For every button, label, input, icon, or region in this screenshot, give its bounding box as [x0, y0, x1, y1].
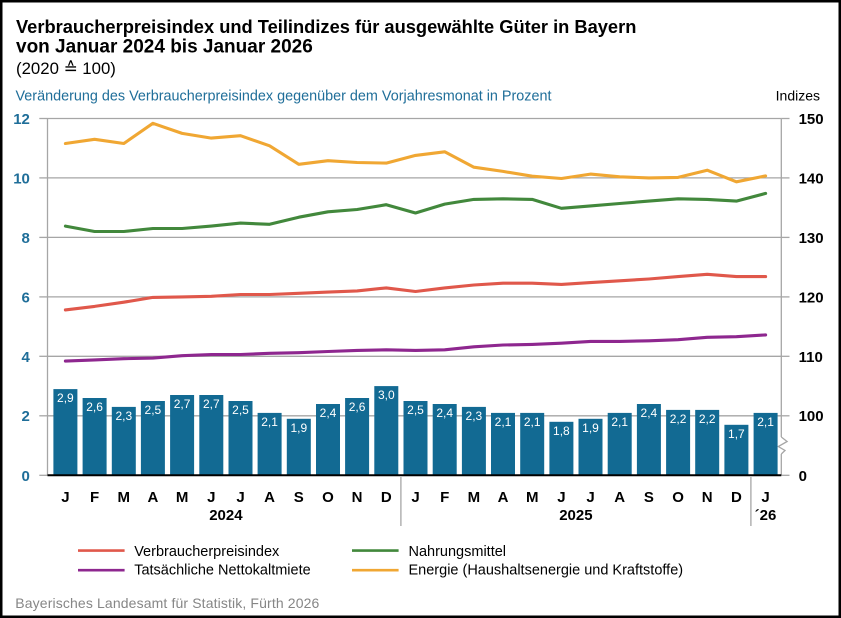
svg-text:0: 0: [799, 468, 807, 485]
svg-text:3,0: 3,0: [378, 388, 395, 402]
svg-text:2,7: 2,7: [174, 397, 191, 411]
svg-text:2,9: 2,9: [57, 391, 74, 405]
svg-text:N: N: [352, 489, 363, 506]
svg-text:F: F: [440, 489, 449, 506]
svg-text:2,1: 2,1: [261, 415, 278, 429]
svg-text:12: 12: [13, 111, 30, 128]
svg-text:von Januar 2024 bis Januar 202: von Januar 2024 bis Januar 2026: [16, 36, 313, 57]
svg-text:´26: ´26: [755, 507, 777, 524]
svg-text:100: 100: [799, 408, 824, 425]
svg-text:1,9: 1,9: [582, 421, 599, 435]
svg-text:Indizes: Indizes: [776, 88, 820, 104]
svg-text:10: 10: [13, 170, 30, 187]
svg-text:Bayerisches Landesamt für Stat: Bayerisches Landesamt für Statistik, Für…: [15, 595, 319, 611]
svg-text:2,3: 2,3: [115, 409, 132, 423]
svg-text:1,9: 1,9: [290, 421, 307, 435]
svg-text:2,5: 2,5: [145, 403, 162, 417]
svg-text:M: M: [118, 489, 131, 506]
svg-text:2,4: 2,4: [641, 406, 658, 420]
svg-text:D: D: [381, 489, 392, 506]
svg-text:2,6: 2,6: [349, 400, 366, 414]
svg-text:O: O: [672, 489, 684, 506]
svg-text:S: S: [644, 489, 654, 506]
svg-text:Verbraucherpreisindex und Teil: Verbraucherpreisindex und Teilindizes fü…: [16, 16, 636, 37]
svg-text:J: J: [236, 489, 244, 506]
svg-text:2,7: 2,7: [203, 397, 220, 411]
svg-text:2,2: 2,2: [699, 412, 716, 426]
svg-text:M: M: [526, 489, 539, 506]
svg-text:D: D: [731, 489, 742, 506]
svg-text:2,1: 2,1: [611, 415, 628, 429]
svg-text:Nahrungsmittel: Nahrungsmittel: [409, 544, 507, 560]
svg-text:6: 6: [22, 289, 30, 306]
svg-text:2: 2: [22, 408, 30, 425]
svg-text:4: 4: [22, 349, 31, 366]
svg-text:2,1: 2,1: [524, 415, 541, 429]
svg-text:M: M: [468, 489, 481, 506]
svg-text:A: A: [498, 489, 509, 506]
svg-text:O: O: [322, 489, 334, 506]
svg-text:S: S: [294, 489, 304, 506]
svg-text:2,1: 2,1: [495, 415, 512, 429]
svg-text:A: A: [147, 489, 158, 506]
svg-text:J: J: [207, 489, 215, 506]
svg-text:Verbraucherpreisindex: Verbraucherpreisindex: [134, 544, 280, 560]
svg-text:J: J: [586, 489, 594, 506]
svg-text:2,2: 2,2: [670, 412, 687, 426]
svg-text:0: 0: [22, 468, 30, 485]
svg-text:120: 120: [799, 289, 824, 306]
svg-text:130: 130: [799, 230, 824, 247]
svg-text:Energie (Haushaltsenergie und: Energie (Haushaltsenergie und Kraftstoff…: [409, 562, 684, 578]
svg-text:Veränderung des Verbraucherpre: Veränderung des Verbraucherpreisindex ge…: [16, 89, 552, 105]
svg-text:J: J: [61, 489, 69, 506]
svg-text:M: M: [176, 489, 189, 506]
svg-text:2,1: 2,1: [757, 415, 774, 429]
svg-text:110: 110: [799, 349, 823, 366]
svg-text:2025: 2025: [559, 507, 592, 524]
svg-text:J: J: [761, 489, 769, 506]
svg-text:2,6: 2,6: [86, 400, 103, 414]
svg-text:2024: 2024: [209, 507, 243, 524]
svg-text:140: 140: [799, 170, 824, 187]
svg-text:A: A: [264, 489, 275, 506]
svg-text:J: J: [411, 489, 419, 506]
svg-text:N: N: [702, 489, 713, 506]
svg-text:150: 150: [799, 111, 824, 128]
svg-text:A: A: [614, 489, 625, 506]
svg-text:2,3: 2,3: [466, 409, 483, 423]
svg-text:2,4: 2,4: [320, 406, 337, 420]
svg-text:Tatsächliche Nettokaltmiete: Tatsächliche Nettokaltmiete: [134, 562, 311, 578]
svg-text:1,7: 1,7: [728, 427, 745, 441]
svg-text:2,5: 2,5: [232, 403, 249, 417]
svg-text:F: F: [90, 489, 99, 506]
svg-text:(2020 ≙ 100): (2020 ≙ 100): [16, 59, 116, 78]
svg-text:1,8: 1,8: [553, 424, 570, 438]
svg-text:2,5: 2,5: [407, 403, 424, 417]
svg-text:J: J: [557, 489, 565, 506]
svg-text:8: 8: [22, 230, 30, 247]
svg-text:2,4: 2,4: [436, 406, 453, 420]
